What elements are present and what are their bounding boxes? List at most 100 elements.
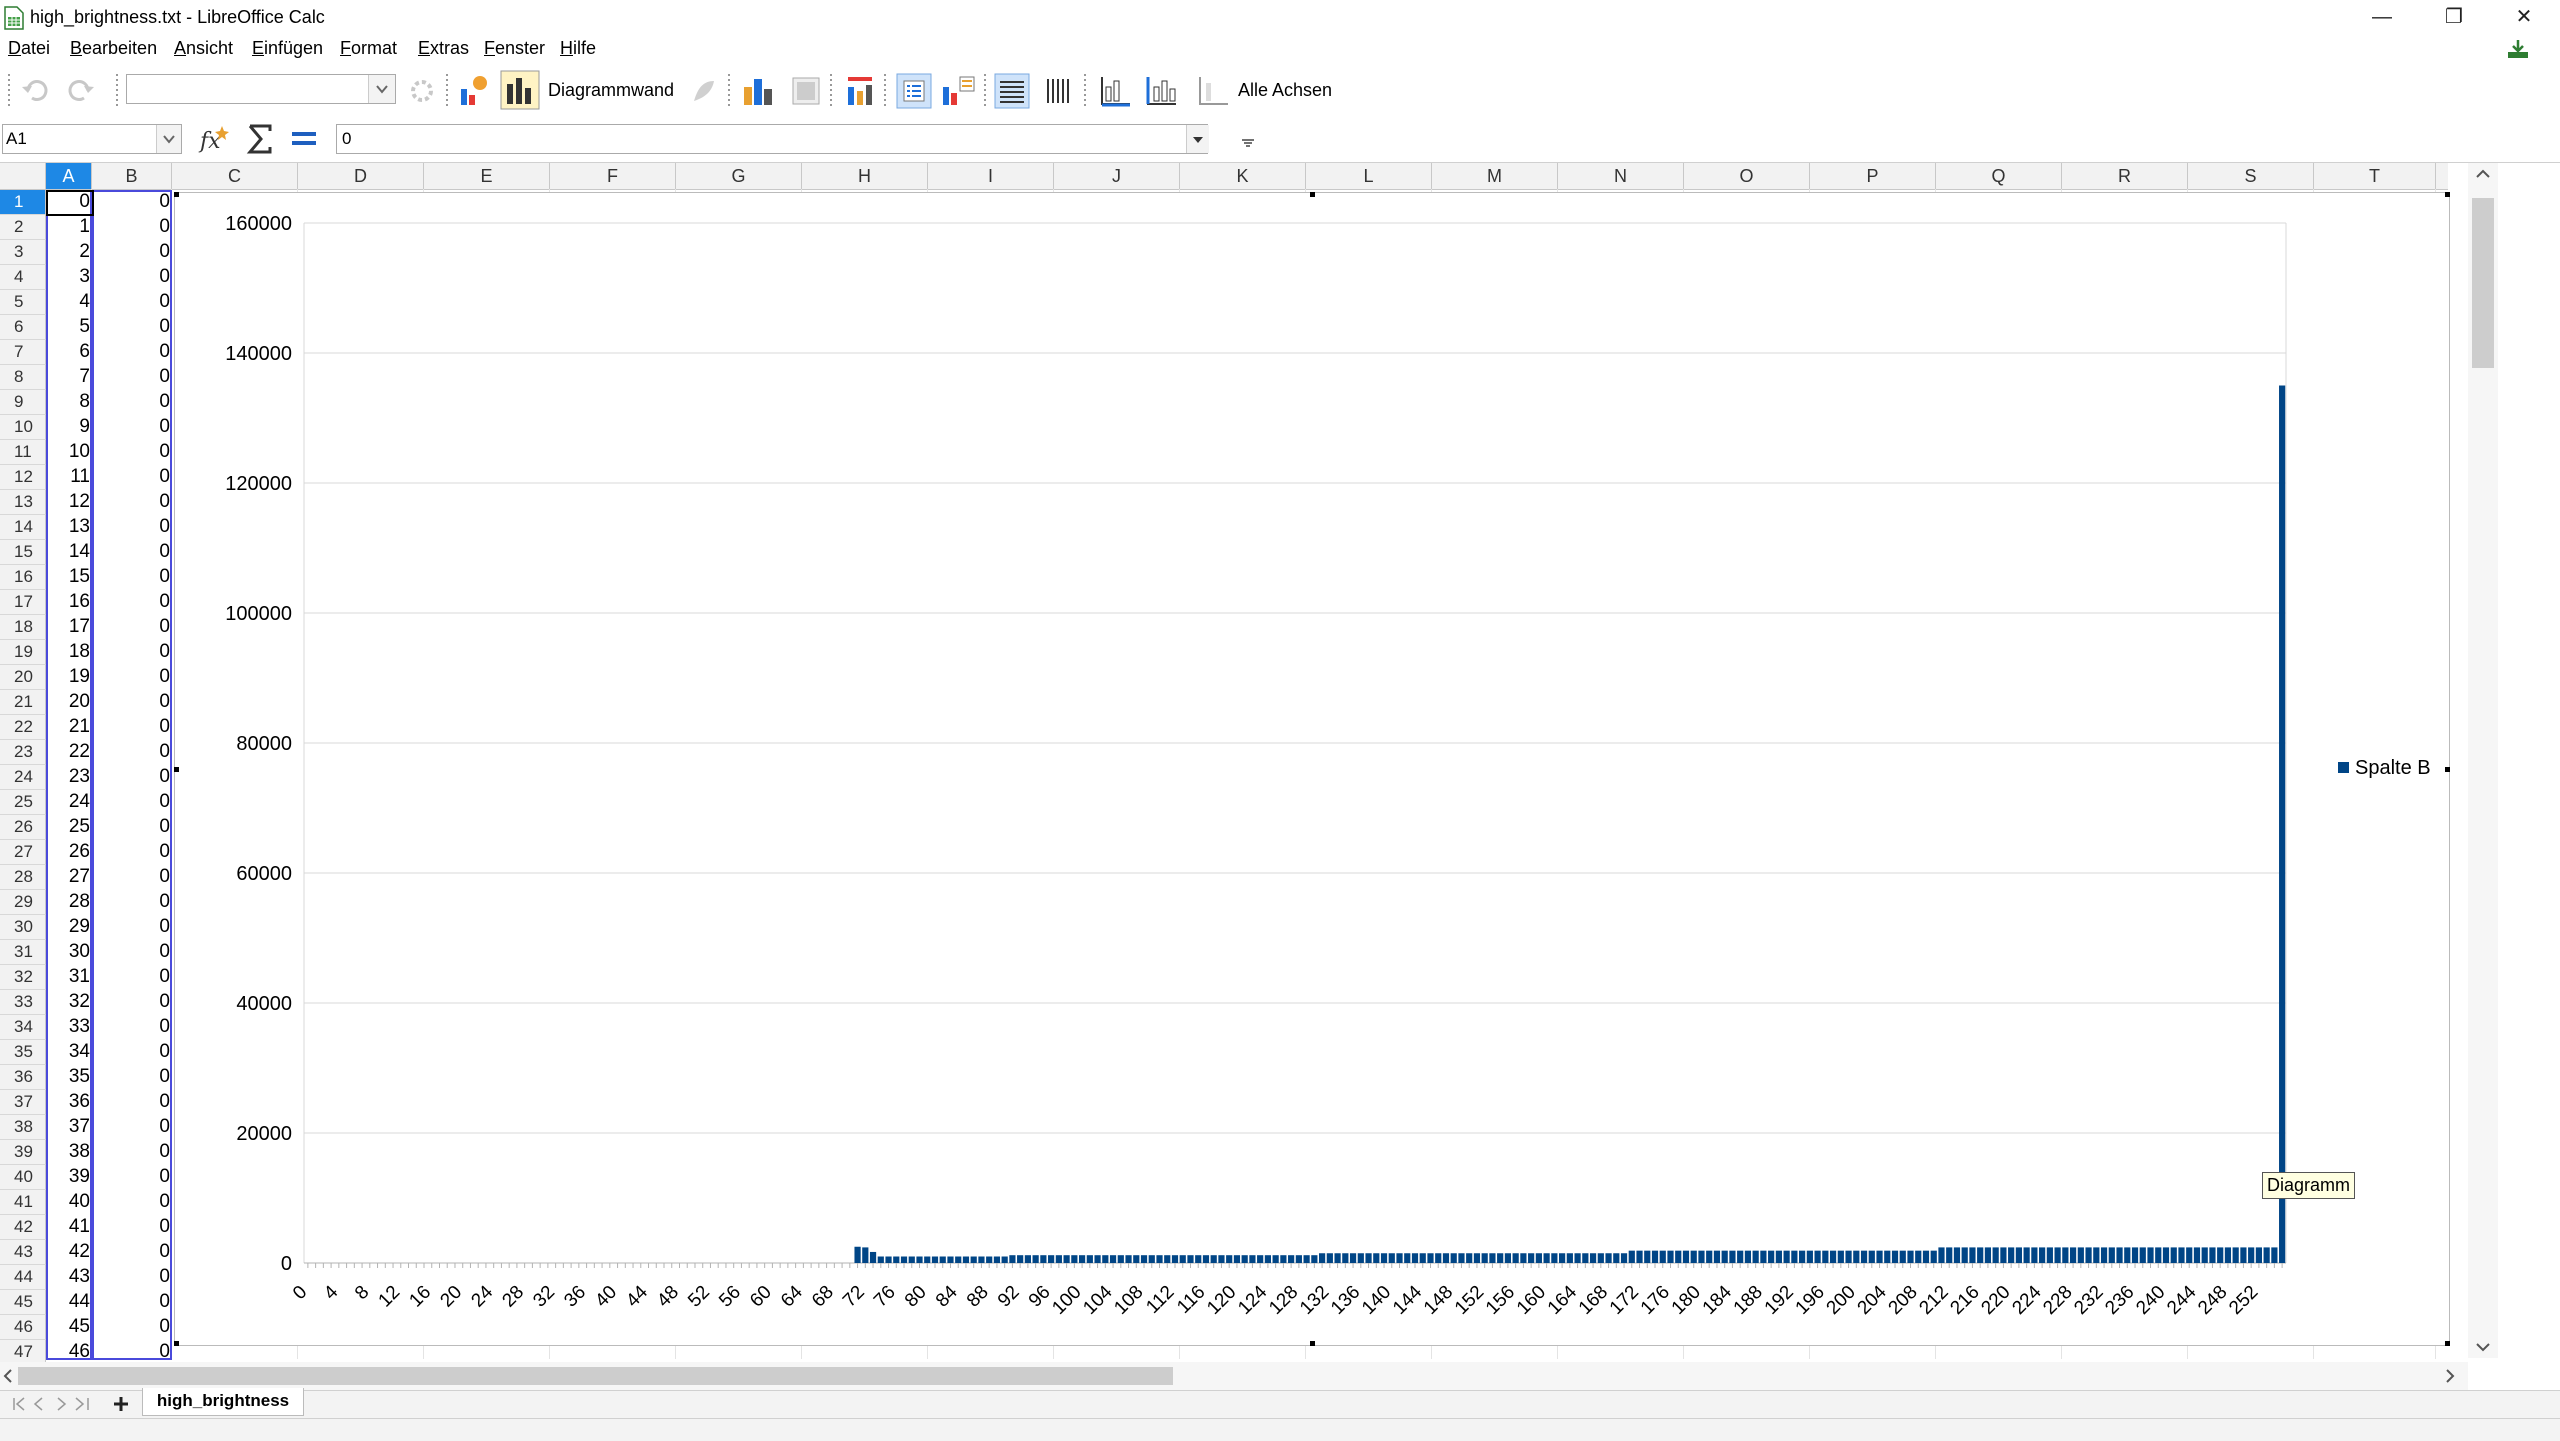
cell-b[interactable]: 0 — [159, 1266, 170, 1287]
chart-bar[interactable] — [1667, 1250, 1674, 1263]
cell-b[interactable]: 0 — [159, 491, 170, 512]
chart-bar[interactable] — [1373, 1253, 1380, 1263]
cell-a[interactable]: 8 — [79, 391, 90, 412]
chart-bar[interactable] — [1543, 1253, 1550, 1263]
cell-a[interactable]: 24 — [68, 791, 90, 812]
chart-bar[interactable] — [2217, 1247, 2224, 1263]
chart-bar[interactable] — [1829, 1250, 1837, 1263]
cell-a[interactable]: 32 — [68, 991, 90, 1012]
chart-bar[interactable] — [1775, 1250, 1782, 1263]
chart-bar[interactable] — [2046, 1247, 2053, 1263]
row-header[interactable]: 27 — [0, 840, 46, 865]
chart-bar[interactable] — [1860, 1250, 1868, 1263]
chart-bar[interactable] — [970, 1256, 977, 1264]
chart-frame[interactable] — [174, 192, 2450, 1346]
chart-bar[interactable] — [1884, 1250, 1891, 1263]
cell-a[interactable]: 42 — [68, 1241, 90, 1262]
row-header[interactable]: 41 — [0, 1190, 46, 1215]
scroll-down-icon[interactable] — [2468, 1338, 2498, 1358]
chart-bar[interactable] — [2201, 1247, 2208, 1263]
row-header[interactable]: 5 — [0, 290, 46, 315]
chart-bar[interactable] — [2124, 1247, 2131, 1263]
chart-bar[interactable] — [2255, 1247, 2262, 1263]
cell-b[interactable]: 0 — [159, 191, 170, 212]
all-axes-icon[interactable] — [1196, 73, 1232, 109]
chart-bar[interactable] — [2131, 1247, 2139, 1263]
chart-bar[interactable] — [1512, 1253, 1519, 1263]
row-header[interactable]: 45 — [0, 1290, 46, 1315]
cell-b[interactable]: 0 — [159, 841, 170, 862]
chart-bar[interactable] — [1613, 1253, 1620, 1263]
cell-a[interactable]: 22 — [68, 741, 90, 762]
chart-bar[interactable] — [1473, 1253, 1481, 1263]
chart-bar[interactable] — [1721, 1250, 1728, 1263]
add-sheet-icon[interactable] — [110, 1394, 132, 1414]
cell-a[interactable]: 40 — [68, 1191, 90, 1212]
chart-bar[interactable] — [955, 1256, 962, 1264]
chart-bar[interactable] — [908, 1256, 915, 1264]
chart-bar[interactable] — [1984, 1247, 1992, 1263]
menu-ansicht[interactable]: Ansicht — [174, 38, 234, 58]
chart-bar[interactable] — [2279, 385, 2286, 1264]
legend-on-off-icon[interactable] — [896, 73, 932, 109]
row-header[interactable]: 18 — [0, 615, 46, 640]
chart-bar[interactable] — [2077, 1247, 2084, 1263]
format-selection-icon[interactable] — [404, 73, 440, 109]
chart-bar[interactable] — [1675, 1250, 1682, 1263]
cell-b[interactable]: 0 — [159, 816, 170, 837]
chart-bar[interactable] — [2139, 1247, 2146, 1263]
chart-bar[interactable] — [931, 1256, 939, 1264]
cell-a[interactable]: 19 — [68, 666, 90, 687]
chart-bar[interactable] — [939, 1256, 946, 1264]
cell-b[interactable]: 0 — [159, 216, 170, 237]
cell-a[interactable]: 3 — [79, 266, 90, 287]
cell-a[interactable]: 4 — [79, 291, 90, 312]
chart-selection-handle[interactable] — [2445, 767, 2450, 772]
cell-a[interactable]: 15 — [68, 566, 90, 587]
chart-bar[interactable] — [2271, 1247, 2278, 1263]
chart-bar[interactable] — [1411, 1253, 1419, 1263]
chart-bar[interactable] — [1264, 1255, 1271, 1263]
active-cell-cursor[interactable] — [46, 190, 94, 216]
chart-bar[interactable] — [1535, 1253, 1542, 1263]
cell-b[interactable]: 0 — [159, 991, 170, 1012]
chart-bar[interactable] — [2108, 1247, 2115, 1263]
chart-bar[interactable] — [1458, 1253, 1465, 1263]
chart-bar[interactable] — [2263, 1247, 2270, 1263]
column-header-f[interactable]: F — [550, 163, 676, 189]
cell-b[interactable]: 0 — [159, 241, 170, 262]
column-header-n[interactable]: N — [1558, 163, 1684, 189]
sum-icon[interactable] — [244, 122, 276, 156]
cell-a[interactable]: 17 — [68, 616, 90, 637]
cell-a[interactable]: 0 — [79, 191, 90, 212]
chart-bar[interactable] — [1922, 1250, 1930, 1263]
chart-bar[interactable] — [1326, 1253, 1333, 1263]
chart-bar[interactable] — [1752, 1250, 1759, 1263]
chart-bar[interactable] — [2193, 1247, 2201, 1263]
chart-bar[interactable] — [1489, 1253, 1496, 1263]
chart-bar[interactable] — [1094, 1255, 1101, 1263]
sheet-navigation-icons[interactable] — [10, 1394, 100, 1414]
chart-bar[interactable] — [1419, 1253, 1426, 1263]
chart-bar[interactable] — [1357, 1253, 1364, 1263]
chart-bar[interactable] — [1334, 1253, 1341, 1263]
chart-bar[interactable] — [893, 1256, 900, 1264]
chart-bar[interactable] — [1559, 1253, 1566, 1263]
cell-b[interactable]: 0 — [159, 291, 170, 312]
cell-a[interactable]: 39 — [68, 1166, 90, 1187]
row-header[interactable]: 10 — [0, 415, 46, 440]
cell-b[interactable]: 0 — [159, 466, 170, 487]
cell-a[interactable]: 28 — [68, 891, 90, 912]
row-header[interactable]: 15 — [0, 540, 46, 565]
titles-icon[interactable] — [842, 73, 878, 109]
cell-a[interactable]: 38 — [68, 1141, 90, 1162]
row-header[interactable]: 16 — [0, 565, 46, 590]
y-axis-icon[interactable] — [1144, 73, 1180, 109]
row-header[interactable]: 11 — [0, 440, 46, 465]
cell-a[interactable]: 1 — [79, 216, 90, 237]
cell-a[interactable]: 10 — [68, 441, 90, 462]
chart-bar[interactable] — [1295, 1255, 1302, 1263]
menu-einfuegen[interactable]: Einfügen — [252, 38, 324, 58]
chart-bar[interactable] — [924, 1256, 931, 1264]
chart-bar[interactable] — [1845, 1250, 1852, 1263]
